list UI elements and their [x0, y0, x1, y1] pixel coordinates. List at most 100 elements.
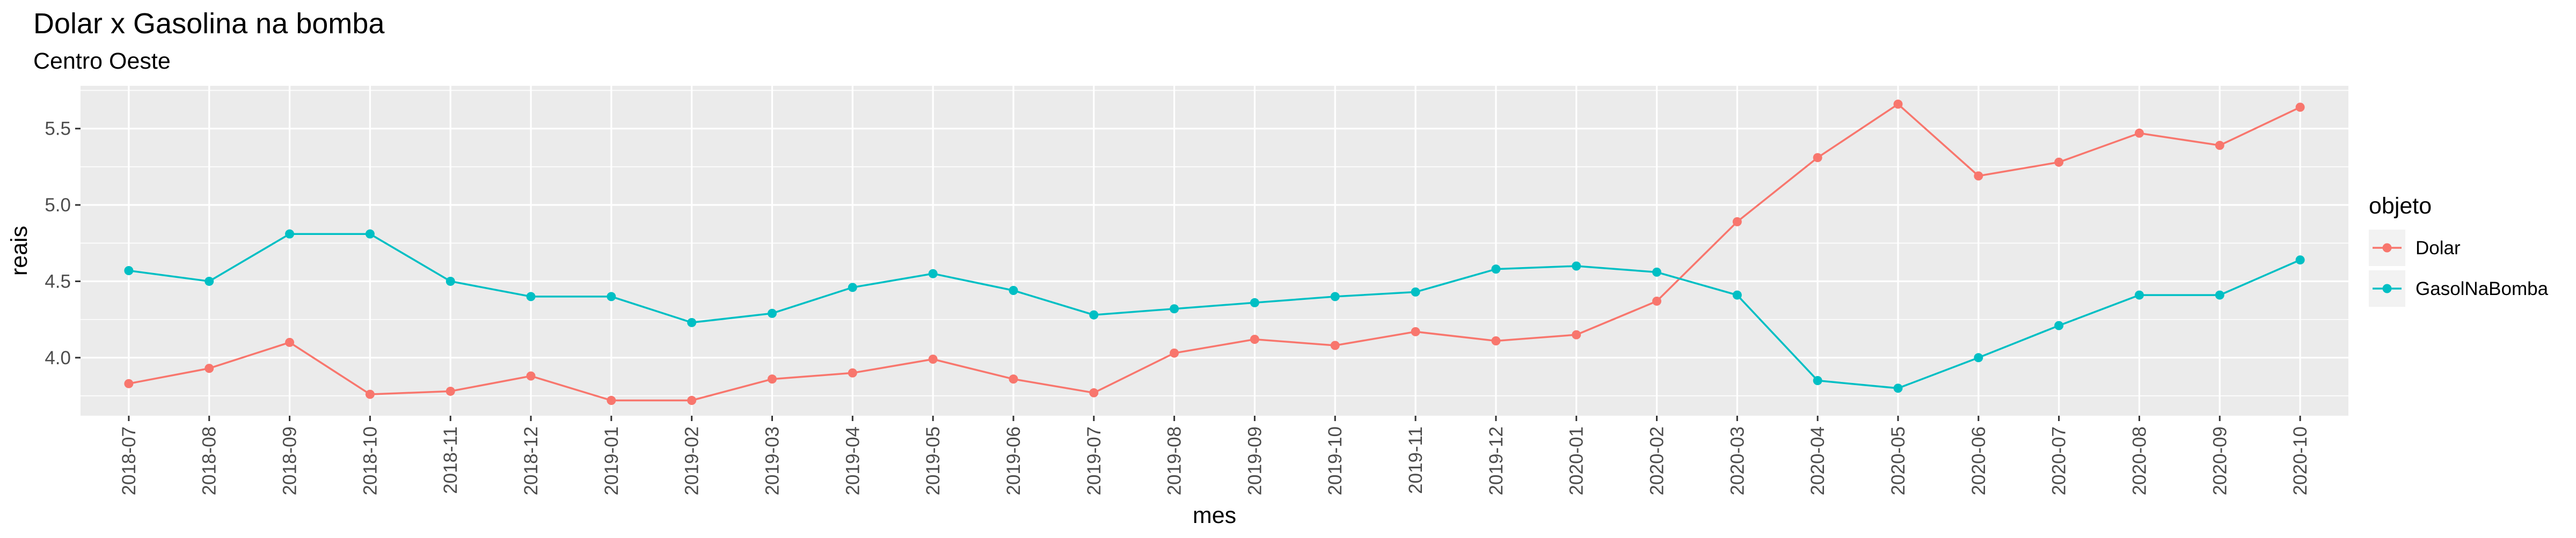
y-tick-label: 5.5	[45, 119, 71, 139]
data-point	[1652, 296, 1662, 306]
data-point	[1089, 310, 1099, 320]
x-tick-label: 2018-09	[280, 426, 301, 495]
y-axis-title: reais	[6, 226, 32, 276]
x-tick-label: 2020-04	[1807, 426, 1828, 495]
data-point	[1893, 384, 1903, 393]
data-point	[285, 229, 295, 239]
x-tick-label: 2019-08	[1164, 426, 1185, 495]
data-point	[607, 396, 616, 406]
data-point	[1170, 304, 1179, 314]
data-point	[1411, 327, 1420, 336]
data-point	[767, 374, 777, 384]
y-axis: 4.0 4.5 5.0 5.5	[45, 119, 81, 369]
x-tick-label: 2018-07	[119, 426, 140, 495]
data-point	[2295, 102, 2305, 112]
legend-label: GasolNaBomba	[2416, 278, 2549, 299]
data-point	[1732, 290, 1742, 300]
data-point	[687, 396, 697, 406]
data-point	[205, 276, 214, 286]
data-point	[1974, 171, 1983, 181]
y-tick-label: 4.5	[45, 271, 71, 292]
x-tick-label: 2020-01	[1566, 426, 1587, 495]
legend-label: Dolar	[2416, 238, 2461, 259]
data-point	[1732, 217, 1742, 226]
x-tick-label: 2019-12	[1486, 426, 1507, 495]
x-tick-label: 2019-06	[1003, 426, 1024, 495]
data-point	[365, 229, 375, 239]
x-tick-label: 2018-12	[521, 426, 542, 495]
data-point	[1170, 348, 1179, 358]
x-tick-label: 2019-11	[1405, 426, 1426, 494]
legend: objeto Dolar GasolNaBomba	[2369, 193, 2549, 307]
data-point	[365, 389, 375, 399]
data-point	[2134, 128, 2144, 138]
data-point	[1250, 335, 1259, 344]
data-point	[1813, 376, 1822, 386]
x-axis: 2018-07 2018-08 2018-09 2018-10 2018-11 2018-…	[119, 416, 2311, 495]
data-point	[124, 266, 134, 276]
x-tick-label: 2019-07	[1084, 426, 1105, 495]
data-point	[1572, 261, 1581, 271]
data-point	[1491, 336, 1501, 345]
data-point	[1572, 330, 1581, 340]
x-tick-label: 2019-04	[842, 426, 863, 495]
x-tick-label: 2018-11	[440, 426, 461, 494]
data-point	[2134, 290, 2144, 300]
legend-key-point	[2382, 243, 2392, 253]
chart-title: Dolar x Gasolina na bomba	[33, 8, 385, 40]
data-point	[205, 364, 214, 373]
x-tick-label: 2020-05	[1888, 426, 1909, 495]
data-point	[1974, 353, 1983, 363]
grid-lines	[81, 86, 2348, 416]
data-point	[1330, 292, 1340, 301]
data-point	[1411, 287, 1420, 297]
data-point	[607, 292, 616, 301]
plot-panel	[81, 86, 2348, 416]
data-point	[928, 269, 938, 278]
legend-items: Dolar GasolNaBomba	[2369, 230, 2549, 307]
data-point	[848, 283, 857, 292]
series-layer	[124, 99, 2305, 406]
legend-key-point	[2382, 284, 2392, 293]
data-point	[687, 318, 697, 327]
x-tick-label: 2020-07	[2049, 426, 2070, 495]
x-tick-label: 2020-09	[2209, 426, 2230, 495]
x-tick-label: 2019-09	[1244, 426, 1265, 495]
x-tick-label: 2018-10	[360, 426, 381, 495]
data-point	[446, 276, 455, 286]
data-point	[1813, 153, 1822, 163]
data-point	[1330, 341, 1340, 350]
data-point	[928, 355, 938, 364]
y-tick-label: 4.0	[45, 348, 71, 369]
x-tick-label: 2020-06	[1968, 426, 1989, 495]
data-point	[124, 379, 134, 388]
x-tick-label: 2019-10	[1325, 426, 1346, 495]
data-point	[526, 371, 536, 381]
data-point	[2295, 255, 2305, 265]
data-point	[446, 386, 455, 396]
data-point	[1009, 374, 1018, 384]
legend-title: objeto	[2369, 193, 2432, 219]
data-point	[1089, 388, 1099, 397]
data-point	[1009, 286, 1018, 296]
x-tick-label: 2019-05	[923, 426, 944, 495]
data-point	[285, 337, 295, 347]
x-tick-label: 2019-01	[601, 426, 622, 495]
chart-subtitle: Centro Oeste	[33, 48, 171, 74]
x-tick-label: 2020-02	[1647, 426, 1668, 495]
x-tick-label: 2018-08	[199, 426, 220, 495]
data-point	[848, 368, 857, 378]
data-point	[526, 292, 536, 301]
x-axis-title: mes	[1193, 503, 1236, 528]
data-point	[2215, 141, 2224, 150]
data-point	[1250, 298, 1259, 307]
data-point	[2215, 290, 2224, 300]
x-tick-label: 2020-10	[2290, 426, 2311, 495]
data-point	[1491, 264, 1501, 274]
x-tick-label: 2020-03	[1727, 426, 1748, 495]
series-line	[128, 102, 2301, 402]
x-tick-label: 2019-03	[762, 426, 783, 495]
data-point	[2054, 321, 2064, 330]
x-tick-label: 2020-08	[2129, 426, 2150, 495]
